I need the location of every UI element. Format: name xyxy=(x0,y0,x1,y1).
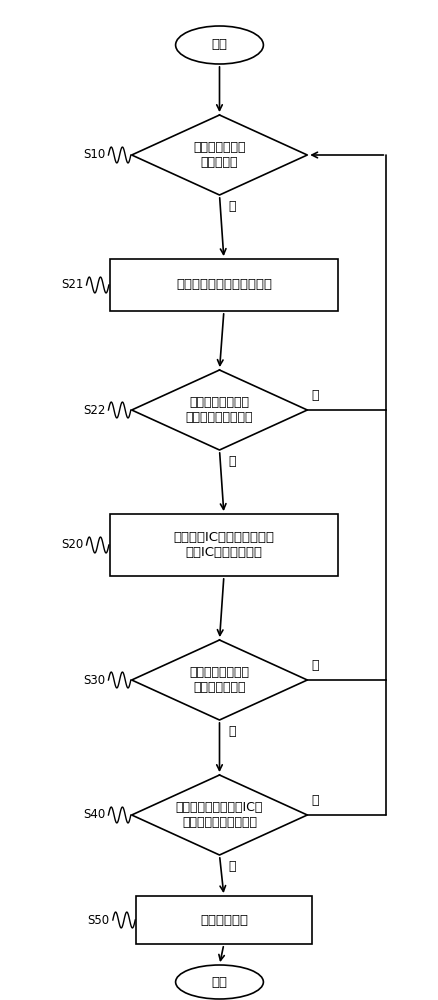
Bar xyxy=(136,896,311,944)
Text: 获取读卡器的连接身份信息: 获取读卡器的连接身份信息 xyxy=(176,278,271,292)
Text: S10: S10 xyxy=(83,148,105,161)
Text: S22: S22 xyxy=(83,403,105,416)
Text: 结束: 结束 xyxy=(211,976,227,988)
Text: S21: S21 xyxy=(61,278,83,292)
Text: 连接身份信息是否
满足预设的连接条件: 连接身份信息是否 满足预设的连接条件 xyxy=(185,396,253,424)
Text: 是: 是 xyxy=(228,200,235,213)
Text: 开始: 开始 xyxy=(211,38,227,51)
Text: 是: 是 xyxy=(228,725,235,738)
Bar xyxy=(110,514,337,576)
Text: 当前满足认证条件的IC卡
的数量是否达到预设値: 当前满足认证条件的IC卡 的数量是否达到预设値 xyxy=(175,801,263,829)
Text: 在检测到IC卡的访问信号后
获取IC卡的验证信息: 在检测到IC卡的访问信号后 获取IC卡的验证信息 xyxy=(173,531,274,559)
Text: S20: S20 xyxy=(61,538,83,552)
Text: 是: 是 xyxy=(228,860,235,873)
Text: 是: 是 xyxy=(228,455,235,468)
Text: 否: 否 xyxy=(311,659,318,672)
Text: 否: 否 xyxy=(311,389,318,402)
Text: 否: 否 xyxy=(311,794,318,807)
Bar xyxy=(110,259,337,311)
Text: 开启操作权限: 开启操作权限 xyxy=(199,914,247,926)
Text: S40: S40 xyxy=(83,808,105,822)
Text: 是否存在读卡器
的连接信号: 是否存在读卡器 的连接信号 xyxy=(193,141,245,169)
Text: S30: S30 xyxy=(83,674,105,686)
Text: S50: S50 xyxy=(88,914,110,926)
Text: 验证信息是否满足
预设的认证条件: 验证信息是否满足 预设的认证条件 xyxy=(189,666,249,694)
